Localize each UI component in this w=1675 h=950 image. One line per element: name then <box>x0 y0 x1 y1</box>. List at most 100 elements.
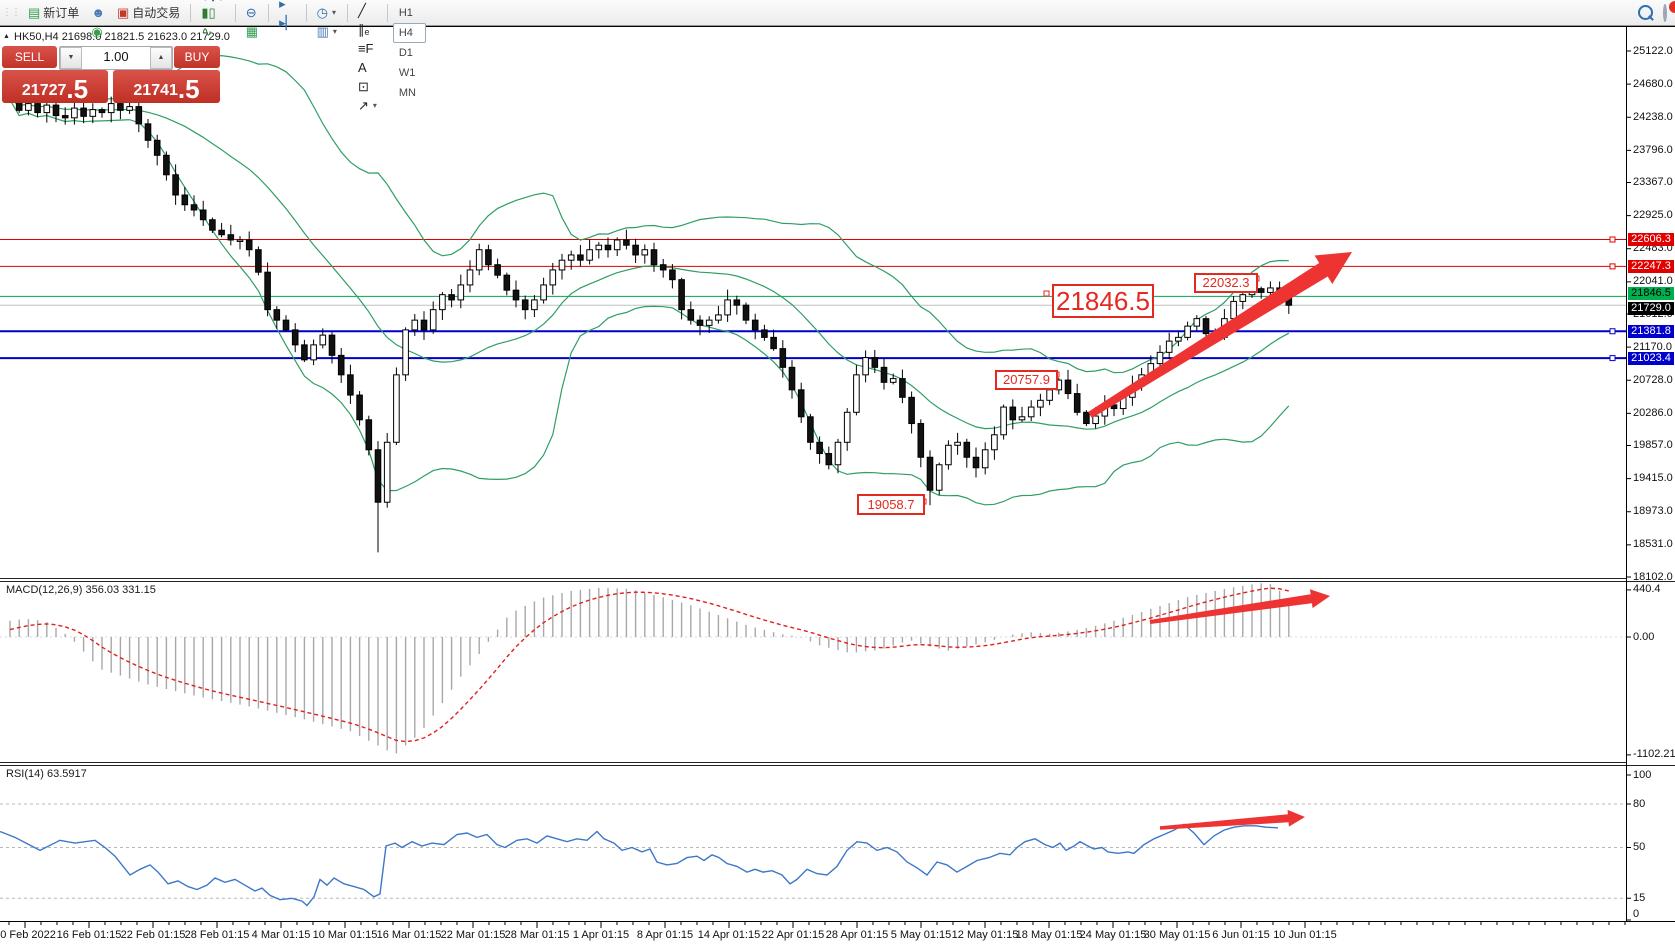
time-axis-label: 28 Mar 01:15 <box>504 929 570 941</box>
chart-shift-button[interactable]: ▸▏ <box>274 13 301 32</box>
rsi-line <box>0 823 1279 907</box>
trendline-icon: ╱ <box>357 2 366 18</box>
text-button[interactable]: A <box>353 58 382 77</box>
macd-axis-tick: 440.4 <box>1633 583 1661 596</box>
trend-arrow <box>1088 252 1352 418</box>
trendline-button[interactable]: ╱ <box>353 1 382 20</box>
tile-windows-button[interactable]: ▦ <box>241 22 263 41</box>
new-order-button[interactable]: ▤ 新订单 <box>23 1 84 24</box>
time-axis-label: 22 Feb 01:15 <box>120 929 186 941</box>
search-icon[interactable] <box>1638 5 1653 20</box>
profile-icon: ☻ <box>91 5 105 20</box>
time-axis-label: 12 May 01:15 <box>951 929 1019 941</box>
line-handle[interactable] <box>1609 263 1616 270</box>
time-axis-label: 10 Feb 2022 <box>0 929 56 941</box>
sell-button[interactable]: SELL <box>2 46 57 68</box>
main-toolbar: ⋮⋮ ▤ 新订单 ◆☻◉ ▣ 自动交易 ┆┃┆▮▯∿ ⊕⊖▦ ▸▸▏ ✚▾◷▾▥… <box>0 0 1675 112</box>
macd-axis-tick: -1102.21 <box>1633 748 1675 761</box>
macd-indicator-label: MACD(12,26,9) 356.03 331.15 <box>6 584 156 596</box>
chevron-down-icon[interactable]: ▾ <box>372 100 377 110</box>
fibonacci-button[interactable]: ≡F <box>353 39 382 58</box>
price-axis-tick: 22925.0 <box>1633 209 1673 222</box>
time-axis-label: 18 May 01:15 <box>1015 929 1083 941</box>
chart-line-button[interactable]: ∿ <box>196 22 229 41</box>
autotrade-button[interactable]: ▣ 自动交易 <box>112 1 185 24</box>
rsi-axis-tick: 0 <box>1633 907 1640 920</box>
collapse-panel-arrow[interactable]: ▲ <box>3 33 10 40</box>
macd-axis-tick: 0.00 <box>1633 630 1655 643</box>
sell-price-big: .5 <box>66 74 89 104</box>
volume-down-button[interactable]: ▼ <box>60 47 82 69</box>
timeframe-button-d1[interactable]: D1 <box>398 46 413 59</box>
profile-button[interactable]: ☻ <box>86 3 110 22</box>
buy-price[interactable]: 21741.5 <box>113 70 220 103</box>
period-clock-button[interactable]: ◷ ▾ <box>312 3 342 22</box>
price-callout-21846.5[interactable]: 21846.5 <box>1052 284 1154 318</box>
rsi-axis-tick: 50 <box>1633 841 1646 853</box>
channel-icon: ∥ₑ <box>357 21 370 37</box>
sell-price[interactable]: 21727.5 <box>2 70 108 103</box>
autotrade-label: 自动交易 <box>132 6 181 20</box>
price-axis-tick: 24238.0 <box>1633 110 1673 123</box>
price-callout-20757.9[interactable]: 20757.9 <box>995 370 1058 390</box>
signal-button[interactable]: ◉ <box>86 22 110 41</box>
volume-stepper: ▼ 1.00 ▲ <box>59 46 173 70</box>
callout-anchor[interactable] <box>1043 290 1050 297</box>
auto-scroll-button[interactable]: ▸ <box>274 0 301 13</box>
buy-button[interactable]: BUY <box>174 46 220 68</box>
timeframe-button-w1[interactable]: W1 <box>398 66 416 79</box>
arrows-style-icon: ↗ <box>357 97 369 113</box>
time-axis-label: 4 Mar 01:15 <box>251 929 311 941</box>
signal-icon: ◉ <box>91 24 103 39</box>
time-axis-label: 5 May 01:15 <box>890 929 952 941</box>
chart-line-icon: ∿ <box>201 24 213 39</box>
period-clock-icon: ◷ <box>316 5 328 20</box>
chart-shift-icon: ▸▏ <box>279 14 296 30</box>
line-handle[interactable] <box>1609 328 1616 335</box>
zoom-out-button[interactable]: ⊖ <box>241 3 263 22</box>
label-button[interactable]: ⊡ <box>353 77 382 96</box>
main-chart-plot[interactable] <box>0 54 1626 553</box>
chart-candles-button[interactable]: ▮▯ <box>196 3 229 22</box>
volume-input[interactable]: 1.00 <box>103 49 129 64</box>
channel-button[interactable]: ∥ₑ <box>353 20 382 39</box>
time-axis-label: 28 Feb 01:15 <box>184 929 250 941</box>
macd-histogram <box>9 583 1290 754</box>
chevron-down-icon[interactable]: ▾ <box>331 8 336 17</box>
timeframe-button-mn[interactable]: MN <box>398 86 416 99</box>
time-axis-label: 10 Mar 01:15 <box>312 929 378 941</box>
price-axis-tick: 23367.0 <box>1633 176 1673 188</box>
price-axis-tick: 18973.0 <box>1633 505 1673 518</box>
volume-up-button[interactable]: ▲ <box>150 47 172 69</box>
line-handle[interactable] <box>1609 355 1616 362</box>
buy-price-big: .5 <box>177 74 200 104</box>
auto-scroll-icon: ▸ <box>279 0 286 11</box>
line-handle[interactable] <box>1609 236 1616 243</box>
symbol-ohlc-header: HK50,H4 21698.0 21821.5 21623.0 21729.0 <box>14 31 230 43</box>
time-axis-label: 28 Apr 01:15 <box>825 929 889 941</box>
template-icon: ▥ <box>316 24 329 39</box>
price-tag-22247.3: 22247.3 <box>1628 259 1674 273</box>
template-button[interactable]: ▥ ▾ <box>312 22 342 41</box>
timeframe-button-h4[interactable]: H4 <box>392 22 427 43</box>
price-callout-22032.3[interactable]: 22032.3 <box>1194 273 1258 293</box>
price-callout-19058.7[interactable]: 19058.7 <box>857 494 925 515</box>
timeframe-button-h1[interactable]: H1 <box>398 6 413 19</box>
macd-panel-plot[interactable] <box>0 583 1626 754</box>
toolbar-separator <box>305 3 307 22</box>
rsi-panel-plot[interactable] <box>0 803 1626 907</box>
new-order-label: 新订单 <box>43 6 80 20</box>
toolbar-separator <box>386 3 388 22</box>
toolbar-grip: ⋮⋮ <box>2 7 21 18</box>
arrows-style-button[interactable]: ↗ ▾ <box>353 96 382 115</box>
price-axis-tick: 18102.0 <box>1633 570 1673 583</box>
price-tag-21729.0: 21729.0 <box>1628 301 1674 315</box>
time-axis-label: 24 May 01:15 <box>1079 929 1147 941</box>
time-axis-label: 16 Feb 01:15 <box>56 929 122 941</box>
price-axis-tick: 24680.0 <box>1633 77 1673 90</box>
notifications-button[interactable]: 1 <box>1663 0 1675 22</box>
price-axis-tick: 23796.0 <box>1633 143 1673 156</box>
rsi-indicator-label: RSI(14) 63.5917 <box>6 768 87 780</box>
chevron-down-icon[interactable]: ▾ <box>332 27 337 36</box>
